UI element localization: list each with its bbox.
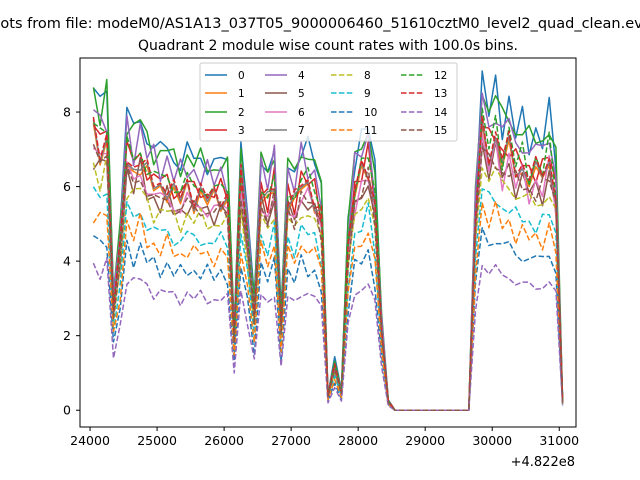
legend-label-5: 5 (298, 88, 305, 100)
legend-label-13: 13 (434, 88, 447, 100)
plot-frame (79, 57, 577, 428)
x-axis: 24000 25000 26000 27000 28000 29000 30000 31000 (70, 427, 579, 448)
x-tick-label: 24000 (70, 433, 110, 448)
y-tick-label: 4 (63, 254, 71, 269)
axes: 24000 25000 26000 27000 28000 29000 30000 31000… (63, 57, 579, 448)
x-tick-label: 26000 (204, 433, 244, 448)
legend-label-4: 4 (298, 70, 305, 82)
y-tick-label: 6 (63, 179, 71, 194)
figure-suptitle: Plots from file: modeM0/AS1A13_037T05_90… (0, 16, 640, 32)
series-line-11 (92, 200, 564, 411)
legend-label-1: 1 (238, 88, 245, 100)
legend-label-15: 15 (434, 125, 447, 137)
legend-label-8: 8 (364, 70, 371, 82)
series-line-15 (92, 144, 564, 411)
legend-label-11: 11 (364, 125, 377, 137)
x-tick-label: 27000 (271, 433, 311, 448)
legend-label-3: 3 (238, 125, 245, 137)
legend-label-6: 6 (298, 107, 305, 119)
x-tick-label: 29000 (405, 433, 445, 448)
legend-frame (199, 62, 458, 142)
y-tick-label: 2 (63, 328, 71, 343)
x-offset-label: +4.822e8 (511, 455, 575, 470)
x-tick-label: 31000 (539, 433, 579, 448)
x-tick-label: 25000 (137, 433, 177, 448)
series-line-14 (92, 257, 564, 411)
series-layer (92, 70, 564, 411)
y-tick-label: 0 (63, 403, 71, 418)
legend-label-9: 9 (364, 88, 371, 100)
legend-label-12: 12 (434, 70, 447, 82)
chart-title: Quadrant 2 module wise count rates with … (138, 38, 518, 54)
x-tick-label: 30000 (472, 433, 512, 448)
x-tick-label: 28000 (338, 433, 378, 448)
y-axis: 0 2 4 6 8 (63, 105, 80, 418)
legend-label-0: 0 (238, 70, 245, 82)
legend-label-7: 7 (298, 125, 305, 137)
y-tick-label: 8 (63, 105, 71, 120)
legend-label-2: 2 (238, 107, 245, 119)
legend-label-14: 14 (434, 107, 448, 119)
legend-label-10: 10 (364, 107, 377, 119)
